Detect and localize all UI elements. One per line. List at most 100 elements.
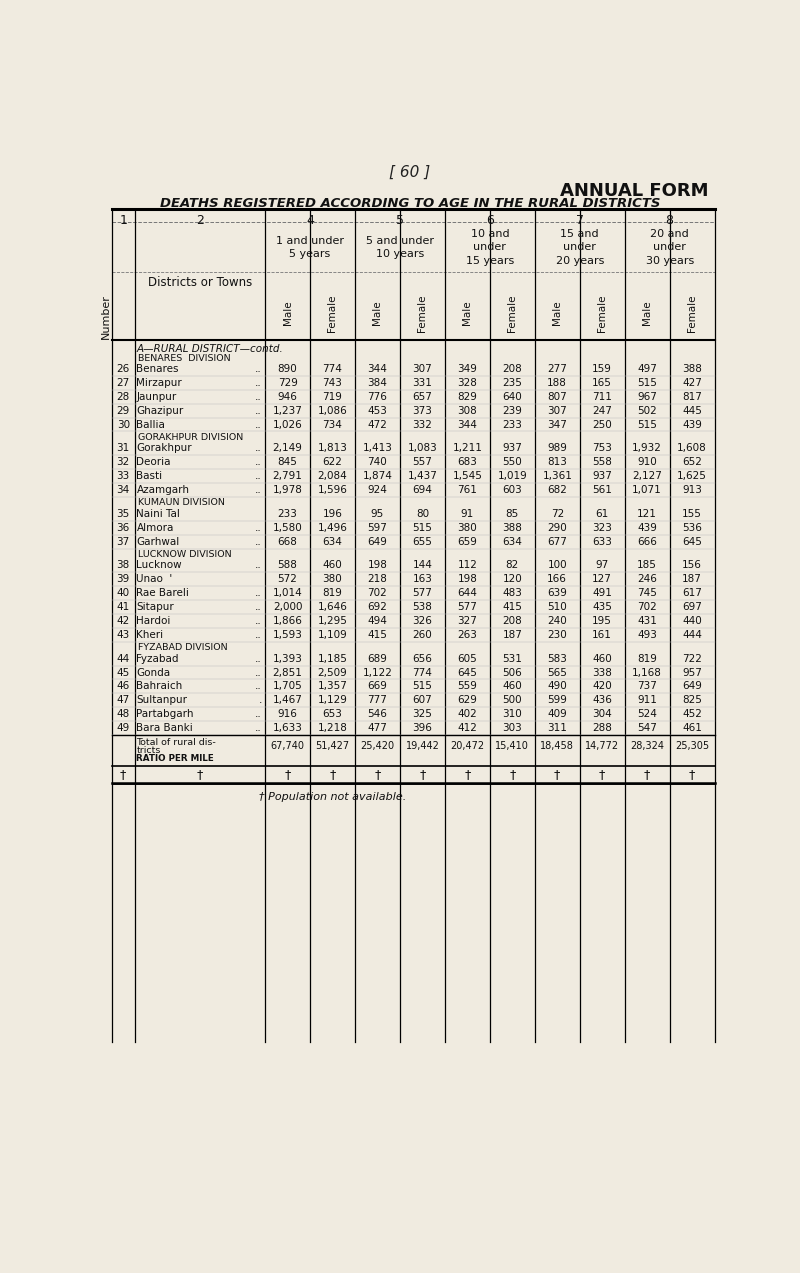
- Text: 719: 719: [322, 392, 342, 402]
- Text: 26: 26: [117, 364, 130, 374]
- Text: 439: 439: [682, 420, 702, 429]
- Text: 774: 774: [322, 364, 342, 374]
- Text: †: †: [197, 768, 203, 780]
- Text: 388: 388: [502, 523, 522, 532]
- Text: 435: 435: [592, 602, 612, 612]
- Text: 163: 163: [413, 574, 432, 584]
- Text: 813: 813: [547, 457, 567, 467]
- Text: 439: 439: [638, 523, 657, 532]
- Text: 753: 753: [592, 443, 612, 453]
- Text: Male: Male: [282, 300, 293, 325]
- Text: ..: ..: [255, 681, 262, 691]
- Text: BENARES  DIVISION: BENARES DIVISION: [138, 354, 230, 363]
- Text: 937: 937: [502, 443, 522, 453]
- Text: 290: 290: [547, 523, 567, 532]
- Text: 91: 91: [461, 509, 474, 519]
- Text: Garhwal: Garhwal: [137, 537, 180, 546]
- Text: 32: 32: [117, 457, 130, 467]
- Text: 445: 445: [682, 406, 702, 416]
- Text: 402: 402: [458, 709, 478, 719]
- Text: Basti: Basti: [137, 471, 162, 481]
- Text: †: †: [419, 768, 426, 780]
- Text: 597: 597: [367, 523, 387, 532]
- Text: ..: ..: [255, 523, 262, 532]
- Text: 185: 185: [638, 560, 657, 570]
- Text: Female: Female: [687, 294, 697, 332]
- Text: ..: ..: [255, 537, 262, 546]
- Text: Gonda: Gonda: [137, 667, 170, 677]
- Text: 1,014: 1,014: [273, 588, 302, 598]
- Text: 890: 890: [278, 364, 298, 374]
- Text: ..: ..: [255, 602, 262, 612]
- Text: †: †: [554, 768, 561, 780]
- Text: 2,791: 2,791: [273, 471, 302, 481]
- Text: 911: 911: [638, 695, 657, 705]
- Text: 577: 577: [458, 602, 478, 612]
- Text: 67,740: 67,740: [270, 741, 305, 751]
- Text: ..: ..: [255, 667, 262, 677]
- Text: 1,593: 1,593: [273, 630, 302, 640]
- Text: 120: 120: [502, 574, 522, 584]
- Text: Lucknow: Lucknow: [137, 560, 182, 570]
- Text: Mirzapur: Mirzapur: [137, 378, 182, 388]
- Text: 331: 331: [413, 378, 432, 388]
- Text: Ghazipur: Ghazipur: [137, 406, 184, 416]
- Text: ..: ..: [255, 457, 262, 467]
- Text: 1,295: 1,295: [318, 616, 347, 626]
- Text: 460: 460: [592, 653, 612, 663]
- Text: 415: 415: [367, 630, 387, 640]
- Text: 644: 644: [458, 588, 478, 598]
- Text: 28: 28: [117, 392, 130, 402]
- Text: 1,185: 1,185: [318, 653, 347, 663]
- Text: 1,813: 1,813: [318, 443, 347, 453]
- Text: 1,083: 1,083: [407, 443, 438, 453]
- Text: 924: 924: [367, 485, 387, 495]
- Text: 373: 373: [413, 406, 432, 416]
- Text: 127: 127: [592, 574, 612, 584]
- Text: Gorakhpur: Gorakhpur: [137, 443, 192, 453]
- Text: 195: 195: [592, 616, 612, 626]
- Text: 27: 27: [117, 378, 130, 388]
- Text: 829: 829: [458, 392, 478, 402]
- Text: 4: 4: [306, 214, 314, 227]
- Text: †: †: [374, 768, 381, 780]
- Text: 6: 6: [486, 214, 494, 227]
- Text: 652: 652: [682, 457, 702, 467]
- Text: 460: 460: [322, 560, 342, 570]
- Text: 25,305: 25,305: [675, 741, 709, 751]
- Text: ..: ..: [255, 378, 262, 388]
- Text: 1,874: 1,874: [362, 471, 392, 481]
- Text: ..: ..: [255, 630, 262, 640]
- Text: 2,084: 2,084: [318, 471, 347, 481]
- Text: 233: 233: [502, 420, 522, 429]
- Text: 1,545: 1,545: [453, 471, 482, 481]
- Text: Male: Male: [642, 300, 652, 325]
- Text: 332: 332: [413, 420, 432, 429]
- Text: LUCKNOW DIVISION: LUCKNOW DIVISION: [138, 550, 232, 559]
- Text: 2,851: 2,851: [273, 667, 302, 677]
- Text: 208: 208: [502, 364, 522, 374]
- Text: †: †: [509, 768, 515, 780]
- Text: 845: 845: [278, 457, 298, 467]
- Text: 807: 807: [547, 392, 567, 402]
- Text: 384: 384: [367, 378, 387, 388]
- Text: ..: ..: [255, 709, 262, 719]
- Text: 165: 165: [592, 378, 612, 388]
- Text: 649: 649: [367, 537, 387, 546]
- Text: 40: 40: [117, 588, 130, 598]
- Text: 240: 240: [547, 616, 567, 626]
- Text: FYZABAD DIVISION: FYZABAD DIVISION: [138, 643, 227, 652]
- Text: 35: 35: [117, 509, 130, 519]
- Text: 208: 208: [502, 616, 522, 626]
- Text: Almora: Almora: [137, 523, 174, 532]
- Text: †: †: [330, 768, 336, 780]
- Text: Ballia: Ballia: [137, 420, 166, 429]
- Text: 36: 36: [117, 523, 130, 532]
- Text: A—RURAL DISTRICT—contd.: A—RURAL DISTRICT—contd.: [137, 344, 283, 354]
- Text: 338: 338: [592, 667, 612, 677]
- Text: 452: 452: [682, 709, 702, 719]
- Text: 460: 460: [502, 681, 522, 691]
- Text: 761: 761: [458, 485, 478, 495]
- Text: 515: 515: [413, 523, 432, 532]
- Text: 1,625: 1,625: [677, 471, 707, 481]
